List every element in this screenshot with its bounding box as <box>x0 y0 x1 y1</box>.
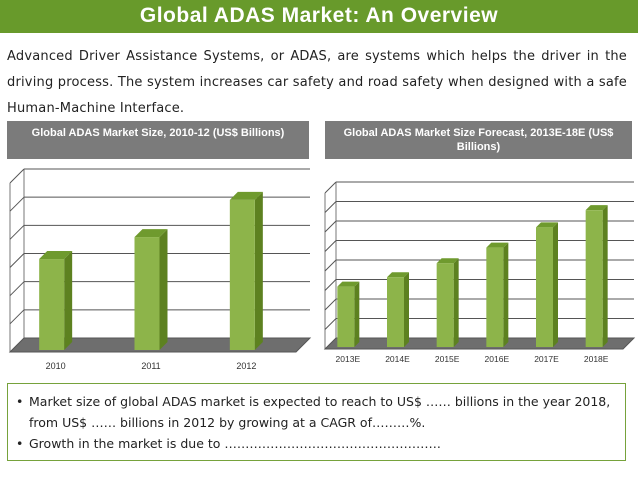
intro-paragraph: Advanced Driver Assistance Systems, or A… <box>7 49 627 116</box>
bar <box>337 286 355 347</box>
gridline <box>324 240 337 252</box>
bar-side <box>404 272 409 347</box>
gridline <box>324 279 337 291</box>
gridline <box>9 168 25 184</box>
note-market-size: Market size of global ADAS market is exp… <box>16 391 617 433</box>
title-bar: Global ADAS Market: An Overview <box>0 0 638 33</box>
gridline <box>9 224 25 240</box>
tick-label: 2013E <box>336 354 361 364</box>
bar-top <box>486 242 509 248</box>
gridline <box>324 259 337 272</box>
bar <box>134 237 160 350</box>
bar-side <box>159 229 168 350</box>
tick-label: 2010 <box>46 361 66 371</box>
note-growth: Growth in the market is due to ………………………… <box>16 433 617 454</box>
gridline <box>9 253 25 268</box>
bar <box>585 210 603 347</box>
gridline <box>324 220 337 233</box>
gridline <box>9 281 25 297</box>
bar-top <box>436 258 459 264</box>
tick-label: 2018E <box>584 354 609 364</box>
bar-top <box>134 229 168 238</box>
gridline <box>324 181 337 194</box>
bar-top <box>585 205 608 211</box>
bar-side <box>64 251 73 350</box>
bar-top <box>337 281 360 287</box>
gridline <box>324 318 337 330</box>
bar <box>229 199 255 350</box>
tick-label: 2014E <box>385 354 410 364</box>
bar-top <box>387 272 409 278</box>
bar-side <box>354 281 360 347</box>
forecast-bar-chart: 2013E 2014E 2015E 2016E 2017E 2018E <box>323 181 636 364</box>
bar-side <box>602 205 608 347</box>
tick-label: 2016E <box>485 354 510 364</box>
chart-header-historical: Global ADAS Market Size, 2010-12 (US$ Bi… <box>7 121 309 159</box>
historical-bar-chart: 2010 2011 2012 <box>8 168 312 371</box>
bar <box>536 227 553 347</box>
gridline <box>9 196 25 212</box>
notes-box: Market size of global ADAS market is exp… <box>7 383 626 461</box>
gridline <box>324 201 337 213</box>
tick-label: 2011 <box>141 361 160 371</box>
bar <box>39 259 65 350</box>
bar-top <box>536 222 558 228</box>
bar-top <box>229 191 263 200</box>
bar <box>486 247 504 347</box>
tick-label: 2012 <box>236 361 256 371</box>
page-title: Global ADAS Market: An Overview <box>139 4 499 27</box>
bar-side <box>503 242 509 347</box>
bar-top <box>39 251 73 260</box>
gridline <box>324 298 337 311</box>
bar-side <box>254 191 263 350</box>
chart-header-forecast: Global ADAS Market Size Forecast, 2013E-… <box>325 121 632 159</box>
bar <box>387 277 404 347</box>
tick-label: 2017E <box>534 354 559 364</box>
bar <box>436 263 454 347</box>
tick-label: 2015E <box>435 354 460 364</box>
gridline <box>9 309 25 325</box>
bar-side <box>453 258 459 347</box>
bar-side <box>553 222 558 347</box>
